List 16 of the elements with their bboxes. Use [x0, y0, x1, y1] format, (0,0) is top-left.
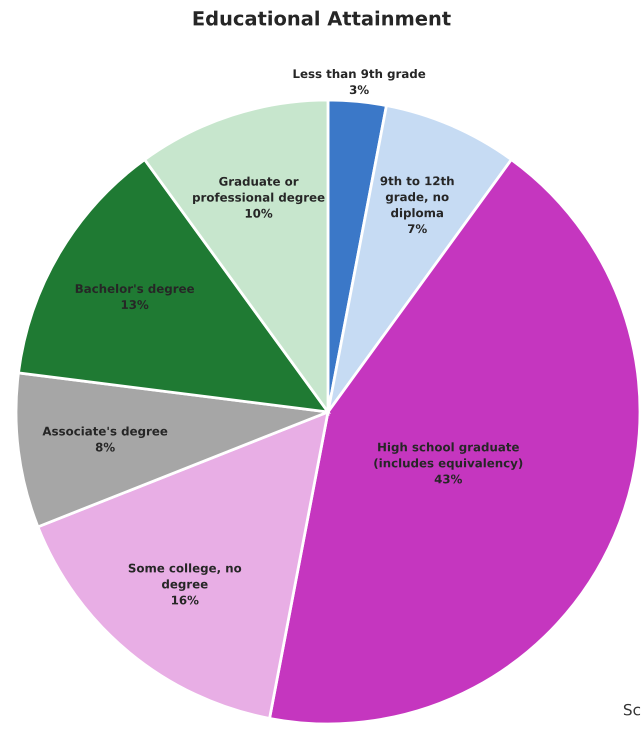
- slice-label: Some college, no degree: [128, 563, 242, 591]
- slice-label: Less than 9th grade: [294, 69, 426, 81]
- data-label: 10%: [246, 208, 272, 218]
- slice-label: Bachelor's degree: [76, 284, 194, 296]
- slice-label: Associate's degree: [42, 426, 168, 438]
- data-label: 13%: [122, 300, 148, 310]
- data-label: 7%: [408, 224, 427, 234]
- data-label: 43%: [434, 474, 462, 484]
- slice-label: High school graduate (includes equivalency): [374, 442, 522, 470]
- data-label: 8%: [96, 442, 115, 452]
- data-label: 16%: [172, 596, 199, 605]
- slice-label: Graduate or professional degree: [193, 176, 325, 204]
- slice-label: 9th to 12th grade, no diploma: [380, 176, 454, 220]
- text: Sc: [624, 704, 640, 716]
- data-label: 3%: [350, 85, 369, 94]
- chart-title: Educational Attainment: [194, 10, 451, 26]
